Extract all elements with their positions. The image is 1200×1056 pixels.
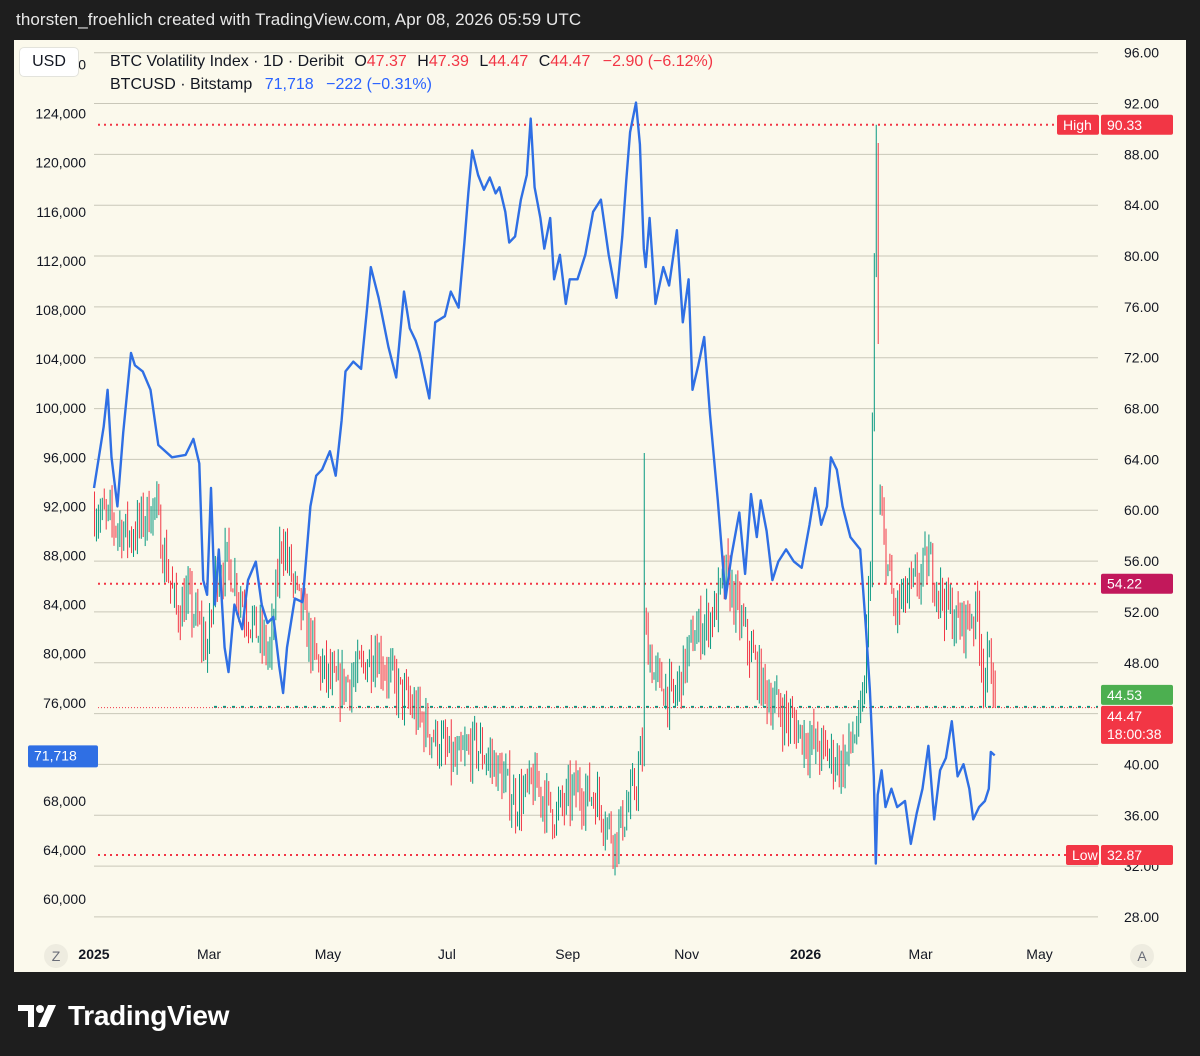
right-axis-tick-label: 52.00 [1124, 604, 1159, 620]
chart-canvas[interactable]: 28.0032.0036.0040.0044.0048.0052.0056.00… [14, 40, 1186, 972]
header-credit: thorsten_froehlich created with TradingV… [16, 10, 582, 29]
level-value-tag: 54.22 [1107, 576, 1142, 592]
legend-price-change: −222 (−0.31%) [326, 76, 432, 93]
btcusd-price-line[interactable] [92, 101, 996, 865]
x-axis-tick-label: Sep [555, 946, 580, 962]
right-axis-tick-label: 28.00 [1124, 909, 1159, 925]
right-axis-tick-label: 84.00 [1124, 197, 1159, 213]
right-axis-tick-label: 56.00 [1124, 553, 1159, 569]
right-axis-tick-label: 60.00 [1124, 502, 1159, 518]
left-axis-tick-label: 92,000 [43, 498, 86, 514]
x-axis-tick-label: May [315, 946, 341, 962]
btc-last-price-tag-bg [28, 745, 98, 768]
legend-high-label: H [417, 53, 429, 70]
legend-low-label: L [479, 53, 489, 70]
right-axis-tick-label: 96.00 [1124, 45, 1159, 61]
right-axis-tick-label: 48.00 [1124, 655, 1159, 671]
left-axis-tick-label: 96,000 [43, 449, 86, 465]
high-value-tag: 90.33 [1107, 117, 1142, 133]
currency-button[interactable]: USD [20, 48, 78, 76]
legend-open-value: 47.37 [366, 53, 407, 70]
low-label-tag: Low [1072, 847, 1099, 863]
low-value-tag-bg [1101, 845, 1173, 866]
left-axis-tick-label: 104,000 [35, 351, 86, 367]
left-axis-tick-label: 120,000 [35, 155, 86, 171]
x-axis-tick-label: Mar [197, 946, 221, 962]
left-axis-tick-label: 64,000 [43, 842, 86, 858]
footer-brand-name: TradingView [68, 1000, 230, 1031]
x-axis-tick-label: 2025 [78, 946, 109, 962]
legend-open-label: O [354, 53, 367, 70]
footer-brand: TradingView [18, 996, 229, 1036]
legend-close-value: 44.47 [550, 53, 591, 70]
level-value-tag-bg [1101, 573, 1173, 594]
left-axis-tick-label: 108,000 [35, 302, 86, 318]
last-price-tag-bg [1101, 705, 1173, 744]
zoom-z-button[interactable]: Z [44, 944, 68, 968]
left-axis-tick-label: 76,000 [43, 695, 86, 711]
right-axis-tick-label: 64.00 [1124, 451, 1159, 467]
legend-row-volatility[interactable]: BTC Volatility Index · 1D · Deribit O47.… [110, 50, 713, 73]
right-axis-tick-label: 72.00 [1124, 350, 1159, 366]
tradingview-logo-icon [18, 1005, 56, 1027]
x-axis-tick-label: Mar [909, 946, 933, 962]
left-axis-tick-label: 112,000 [36, 253, 86, 269]
left-axis-tick-label: 116,000 [36, 204, 86, 220]
high-label-tag-bg [1057, 114, 1099, 135]
legend-change-value: −2.90 (−6.12%) [602, 53, 714, 70]
last-price-tag: 44.47 [1107, 708, 1142, 724]
right-axis-tick-label: 80.00 [1124, 248, 1159, 264]
legend-high-value: 47.39 [428, 53, 469, 70]
right-axis-tick-label: 40.00 [1124, 756, 1159, 772]
left-axis-tick-label: 60,000 [43, 891, 86, 907]
last-price-tag: 18:00:38 [1107, 726, 1162, 742]
legend-price-value: 71,718 [264, 76, 314, 93]
prev-close-tag: 44.53 [1107, 687, 1142, 703]
low-value-tag: 32.87 [1107, 847, 1142, 863]
left-axis-tick-label: 68,000 [43, 793, 86, 809]
low-label-tag-bg [1066, 845, 1099, 866]
legend-close-label: C [538, 53, 551, 70]
high-value-tag-bg [1101, 114, 1173, 135]
chart-panel[interactable]: 28.0032.0036.0040.0044.0048.0052.0056.00… [14, 40, 1186, 972]
right-axis-tick-label: 92.00 [1124, 96, 1159, 112]
right-axis-tick-label: 76.00 [1124, 299, 1159, 315]
left-axis-tick-label: 124,000 [35, 106, 86, 122]
left-axis-tick-label: 84,000 [43, 597, 86, 613]
right-axis-tick-label: 68.00 [1124, 401, 1159, 417]
x-axis-tick-label: May [1026, 946, 1052, 962]
auto-scale-button[interactable]: A [1130, 944, 1154, 968]
x-axis-tick-label: 2026 [790, 946, 821, 962]
btc-last-price-tag: 71,718 [34, 747, 77, 763]
right-axis-tick-label: 88.00 [1124, 146, 1159, 162]
high-label-tag: High [1063, 117, 1092, 133]
left-axis-tick-label: 80,000 [43, 646, 86, 662]
legend-series1-name: BTC Volatility Index · 1D · Deribit [110, 53, 344, 70]
chart-legend: BTC Volatility Index · 1D · Deribit O47.… [110, 50, 713, 96]
x-axis-tick-label: Jul [438, 946, 456, 962]
right-axis-tick-label: 36.00 [1124, 807, 1159, 823]
legend-low-value: 44.47 [488, 53, 529, 70]
x-axis-tick-label: Nov [674, 946, 699, 962]
legend-row-btcusd[interactable]: BTCUSD · Bitstamp 71,718 −222 (−0.31%) [110, 73, 713, 96]
left-axis-tick-label: 88,000 [43, 548, 86, 564]
legend-series2-name: BTCUSD · Bitstamp [110, 76, 253, 93]
left-axis-tick-label: 100,000 [35, 400, 86, 416]
prev-close-tag-bg [1101, 684, 1173, 705]
